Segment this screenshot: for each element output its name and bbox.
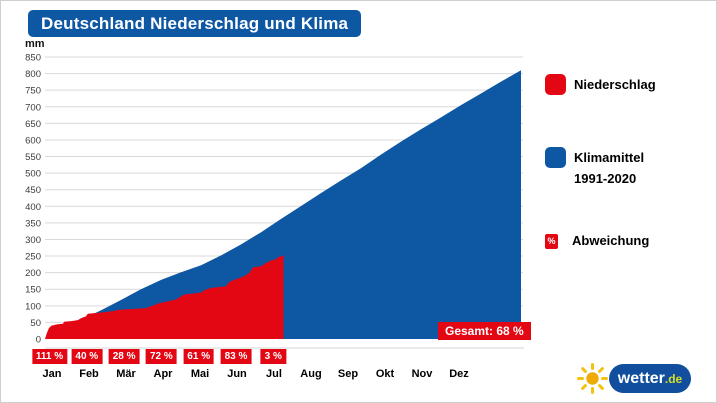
- y-tick-label: 400: [25, 202, 41, 213]
- y-tick-label: 300: [25, 235, 41, 246]
- niederschlag-area: [45, 255, 284, 339]
- y-tick-label: 100: [25, 301, 41, 312]
- y-tick-label: 600: [25, 135, 41, 146]
- wetter-de-logo[interactable]: wetter.de: [577, 361, 697, 395]
- y-tick-label: 0: [36, 335, 41, 346]
- y-tick-label: 200: [25, 268, 41, 279]
- klimamittel-area: [45, 70, 521, 340]
- month-label-feb: Feb: [79, 368, 99, 380]
- legend-label-klimamittel-period: 1991-2020: [574, 171, 637, 186]
- y-tick-label: 250: [25, 252, 41, 263]
- y-tick-label: 650: [25, 119, 41, 130]
- y-tick-label: 50: [30, 318, 41, 329]
- total-deviation-badge: Gesamt: 68 %: [438, 322, 531, 340]
- deviation-badge-jan: 111 %: [31, 349, 68, 364]
- y-tick-label: 500: [25, 169, 41, 180]
- wetter-de-wordmark: wetter.de: [609, 364, 691, 393]
- month-label-apr: Apr: [153, 368, 173, 380]
- y-tick-label: 550: [25, 152, 41, 163]
- niederschlag-swatch-icon: [545, 74, 566, 95]
- y-tick-label: 150: [25, 285, 41, 296]
- month-label-sep: Sep: [337, 368, 359, 380]
- percent-badge-icon: %: [545, 234, 558, 249]
- sun-icon: [577, 363, 608, 394]
- month-label-dez: Dez: [449, 368, 469, 380]
- month-label-jan: Jan: [42, 368, 62, 380]
- legend-label-niederschlag: Niederschlag: [574, 77, 656, 92]
- logo-brand-text: wetter: [617, 370, 665, 387]
- page-title: Deutschland Niederschlag und Klima: [28, 10, 362, 37]
- deviation-badge-jul: 3 %: [260, 349, 286, 364]
- month-label-okt: Okt: [375, 368, 395, 380]
- y-tick-label: 800: [25, 69, 41, 80]
- legend-item-abweichung: % Abweichung: [545, 233, 649, 251]
- month-label-jun: Jun: [227, 368, 247, 380]
- legend-label-abweichung: Abweichung: [572, 233, 650, 248]
- deviation-badge-mai: 61 %: [183, 349, 215, 364]
- klimamittel-swatch-icon: [545, 147, 566, 168]
- legend-item-klimamittel: Klimamittel 1991-2020: [545, 147, 644, 186]
- y-tick-label: 350: [25, 218, 41, 229]
- deviation-badge-jun: 83 %: [220, 349, 252, 364]
- month-label-jul: Jul: [266, 368, 282, 380]
- month-label-mär: Mär: [116, 368, 136, 380]
- month-label-mai: Mai: [190, 368, 210, 380]
- deviation-badge-mär: 28 %: [108, 349, 140, 364]
- legend-item-niederschlag: Niederschlag: [545, 74, 656, 100]
- logo-tld-text: .de: [664, 372, 683, 386]
- deviation-badge-apr: 72 %: [145, 349, 177, 364]
- legend-label-klimamittel: Klimamittel: [574, 150, 645, 165]
- y-tick-label: 450: [25, 185, 41, 196]
- deviation-badge-feb: 40 %: [71, 349, 103, 364]
- y-tick-label: 750: [25, 86, 41, 97]
- y-axis-unit-label: mm: [25, 38, 45, 50]
- y-tick-label: 850: [25, 53, 41, 64]
- month-label-aug: Aug: [300, 368, 322, 380]
- y-tick-label: 700: [25, 102, 41, 113]
- month-label-nov: Nov: [411, 368, 433, 380]
